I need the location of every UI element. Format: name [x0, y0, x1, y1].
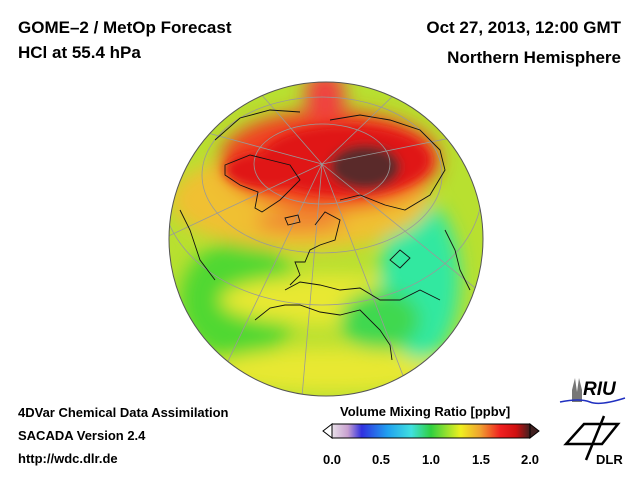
region-label: Northern Hemisphere: [447, 48, 621, 67]
map-title: GOME–2 / MetOp Forecast: [18, 18, 232, 37]
coastlines: [179, 109, 471, 361]
footer-url[interactable]: http://wdc.dlr.de: [18, 451, 118, 466]
footer-method: 4DVar Chemical Data Assimilation: [18, 405, 229, 420]
colorbar-max-arrow: [529, 422, 540, 440]
dlr-logo-text: DLR: [596, 452, 623, 467]
map-subtitle: HCl at 55.4 hPa: [18, 43, 141, 62]
colorbar-tick: 0.5: [371, 452, 391, 467]
colorbar-title: Volume Mixing Ratio [ppbv]: [340, 404, 511, 419]
hcl-field: [169, 82, 483, 396]
dlr-logo: [563, 415, 621, 461]
footer-version: SACADA Version 2.4: [18, 428, 146, 443]
riu-logo-text: RIU: [583, 379, 617, 400]
riu-logo: RIU: [559, 378, 626, 405]
colorbar-tick: 1.0: [421, 452, 441, 467]
colorbar-tick: 1.5: [471, 452, 491, 467]
globe-outline: [168, 81, 484, 397]
colorbar: [322, 422, 540, 440]
colorbar-tick: 0.0: [322, 452, 342, 467]
colorbar-min-arrow: [322, 422, 333, 440]
colorbar-gradient: [331, 423, 531, 439]
forecast-date: Oct 27, 2013, 12:00 GMT: [426, 18, 621, 37]
colorbar-tick: 2.0: [520, 452, 540, 467]
